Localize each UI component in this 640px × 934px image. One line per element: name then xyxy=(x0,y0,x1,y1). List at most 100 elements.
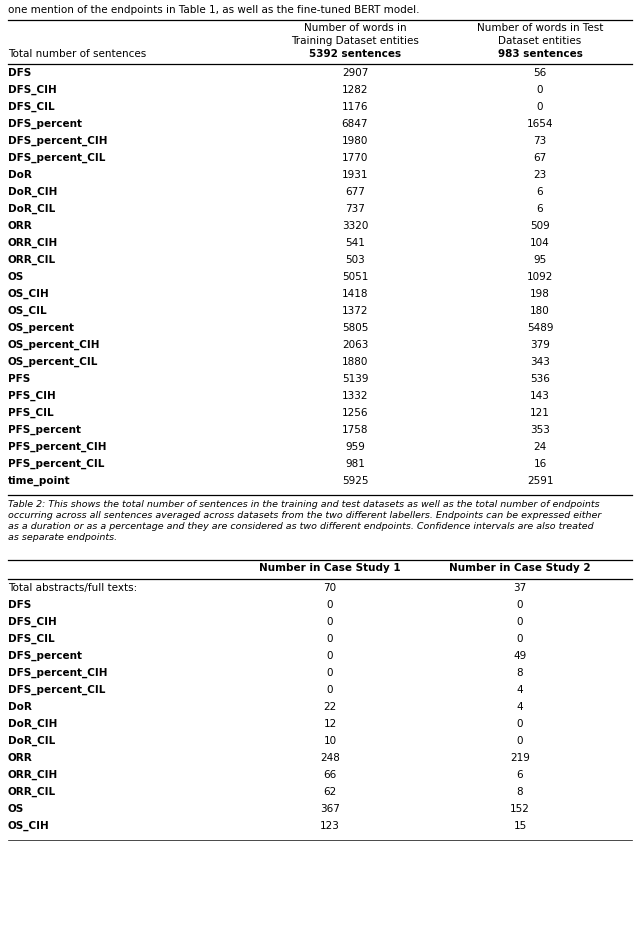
Text: DFS_percent_CIL: DFS_percent_CIL xyxy=(8,685,106,695)
Text: DFS_percent_CIL: DFS_percent_CIL xyxy=(8,153,106,163)
Text: 1758: 1758 xyxy=(342,425,368,435)
Text: 379: 379 xyxy=(530,340,550,350)
Text: 6: 6 xyxy=(537,204,543,214)
Text: DFS: DFS xyxy=(8,68,31,78)
Text: 0: 0 xyxy=(516,600,524,610)
Text: OS_CIL: OS_CIL xyxy=(8,306,47,317)
Text: OS_percent_CIH: OS_percent_CIH xyxy=(8,340,100,350)
Text: 49: 49 xyxy=(513,651,527,661)
Text: 1654: 1654 xyxy=(527,119,553,129)
Text: 0: 0 xyxy=(327,634,333,644)
Text: 73: 73 xyxy=(533,136,547,146)
Text: 66: 66 xyxy=(323,770,337,780)
Text: DFS_percent_CIH: DFS_percent_CIH xyxy=(8,668,108,678)
Text: OS_percent_CIL: OS_percent_CIL xyxy=(8,357,99,367)
Text: one mention of the endpoints in Table 1, as well as the fine-tuned BERT model.: one mention of the endpoints in Table 1,… xyxy=(8,5,419,15)
Text: OS_CIH: OS_CIH xyxy=(8,821,50,831)
Text: DFS_CIH: DFS_CIH xyxy=(8,617,57,628)
Text: 5489: 5489 xyxy=(527,323,553,333)
Text: 3320: 3320 xyxy=(342,221,368,231)
Text: DoR_CIH: DoR_CIH xyxy=(8,187,58,197)
Text: 12: 12 xyxy=(323,719,337,729)
Text: 23: 23 xyxy=(533,170,547,180)
Text: 143: 143 xyxy=(530,391,550,401)
Text: 62: 62 xyxy=(323,787,337,797)
Text: DFS_CIH: DFS_CIH xyxy=(8,85,57,95)
Text: Total number of sentences: Total number of sentences xyxy=(8,49,147,59)
Text: 677: 677 xyxy=(345,187,365,197)
Text: ORR_CIL: ORR_CIL xyxy=(8,255,56,265)
Text: DoR: DoR xyxy=(8,702,32,712)
Text: 0: 0 xyxy=(516,617,524,627)
Text: 248: 248 xyxy=(320,753,340,763)
Text: 0: 0 xyxy=(516,719,524,729)
Text: 95: 95 xyxy=(533,255,547,265)
Text: 219: 219 xyxy=(510,753,530,763)
Text: ORR_CIH: ORR_CIH xyxy=(8,238,58,248)
Text: PFS_CIH: PFS_CIH xyxy=(8,391,56,402)
Text: ORR_CIH: ORR_CIH xyxy=(8,770,58,780)
Text: 10: 10 xyxy=(323,736,337,746)
Text: as a duration or as a percentage and they are considered as two different endpoi: as a duration or as a percentage and the… xyxy=(8,522,594,531)
Text: DFS_CIL: DFS_CIL xyxy=(8,634,54,644)
Text: Training Dataset entities: Training Dataset entities xyxy=(291,36,419,46)
Text: DFS_CIL: DFS_CIL xyxy=(8,102,54,112)
Text: Number of words in: Number of words in xyxy=(304,23,406,33)
Text: 1256: 1256 xyxy=(342,408,368,418)
Text: DFS: DFS xyxy=(8,600,31,610)
Text: 121: 121 xyxy=(530,408,550,418)
Text: 6: 6 xyxy=(537,187,543,197)
Text: 104: 104 xyxy=(530,238,550,248)
Text: 536: 536 xyxy=(530,374,550,384)
Text: 737: 737 xyxy=(345,204,365,214)
Text: 8: 8 xyxy=(516,787,524,797)
Text: 1931: 1931 xyxy=(342,170,368,180)
Text: Number in Case Study 1: Number in Case Study 1 xyxy=(259,563,401,573)
Text: ORR: ORR xyxy=(8,221,33,231)
Text: 4: 4 xyxy=(516,702,524,712)
Text: DoR: DoR xyxy=(8,170,32,180)
Text: 5925: 5925 xyxy=(342,476,368,486)
Text: 1092: 1092 xyxy=(527,272,553,282)
Text: 353: 353 xyxy=(530,425,550,435)
Text: 6847: 6847 xyxy=(342,119,368,129)
Text: as separate endpoints.: as separate endpoints. xyxy=(8,533,117,542)
Text: OS_CIH: OS_CIH xyxy=(8,289,50,299)
Text: 5051: 5051 xyxy=(342,272,368,282)
Text: 0: 0 xyxy=(516,634,524,644)
Text: 343: 343 xyxy=(530,357,550,367)
Text: 959: 959 xyxy=(345,442,365,452)
Text: PFS_CIL: PFS_CIL xyxy=(8,408,54,418)
Text: 1176: 1176 xyxy=(342,102,368,112)
Text: 5139: 5139 xyxy=(342,374,368,384)
Text: ORR: ORR xyxy=(8,753,33,763)
Text: DFS_percent: DFS_percent xyxy=(8,119,82,129)
Text: 5805: 5805 xyxy=(342,323,368,333)
Text: occurring across all sentences averaged across datasets from the two different l: occurring across all sentences averaged … xyxy=(8,511,601,520)
Text: time_point: time_point xyxy=(8,476,70,487)
Text: DoR_CIL: DoR_CIL xyxy=(8,204,55,214)
Text: 6: 6 xyxy=(516,770,524,780)
Text: 1332: 1332 xyxy=(342,391,368,401)
Text: 0: 0 xyxy=(327,668,333,678)
Text: 0: 0 xyxy=(516,736,524,746)
Text: 981: 981 xyxy=(345,459,365,469)
Text: 0: 0 xyxy=(327,685,333,695)
Text: 2907: 2907 xyxy=(342,68,368,78)
Text: DFS_percent_CIH: DFS_percent_CIH xyxy=(8,136,108,147)
Text: 0: 0 xyxy=(537,102,543,112)
Text: 24: 24 xyxy=(533,442,547,452)
Text: PFS_percent_CIH: PFS_percent_CIH xyxy=(8,442,106,452)
Text: Total abstracts/full texts:: Total abstracts/full texts: xyxy=(8,583,137,593)
Text: 67: 67 xyxy=(533,153,547,163)
Text: 22: 22 xyxy=(323,702,337,712)
Text: OS_percent: OS_percent xyxy=(8,323,75,333)
Text: Number in Case Study 2: Number in Case Study 2 xyxy=(449,563,591,573)
Text: 1372: 1372 xyxy=(342,306,368,316)
Text: OS: OS xyxy=(8,804,24,814)
Text: 0: 0 xyxy=(327,617,333,627)
Text: 1770: 1770 xyxy=(342,153,368,163)
Text: 8: 8 xyxy=(516,668,524,678)
Text: 2063: 2063 xyxy=(342,340,368,350)
Text: 2591: 2591 xyxy=(527,476,553,486)
